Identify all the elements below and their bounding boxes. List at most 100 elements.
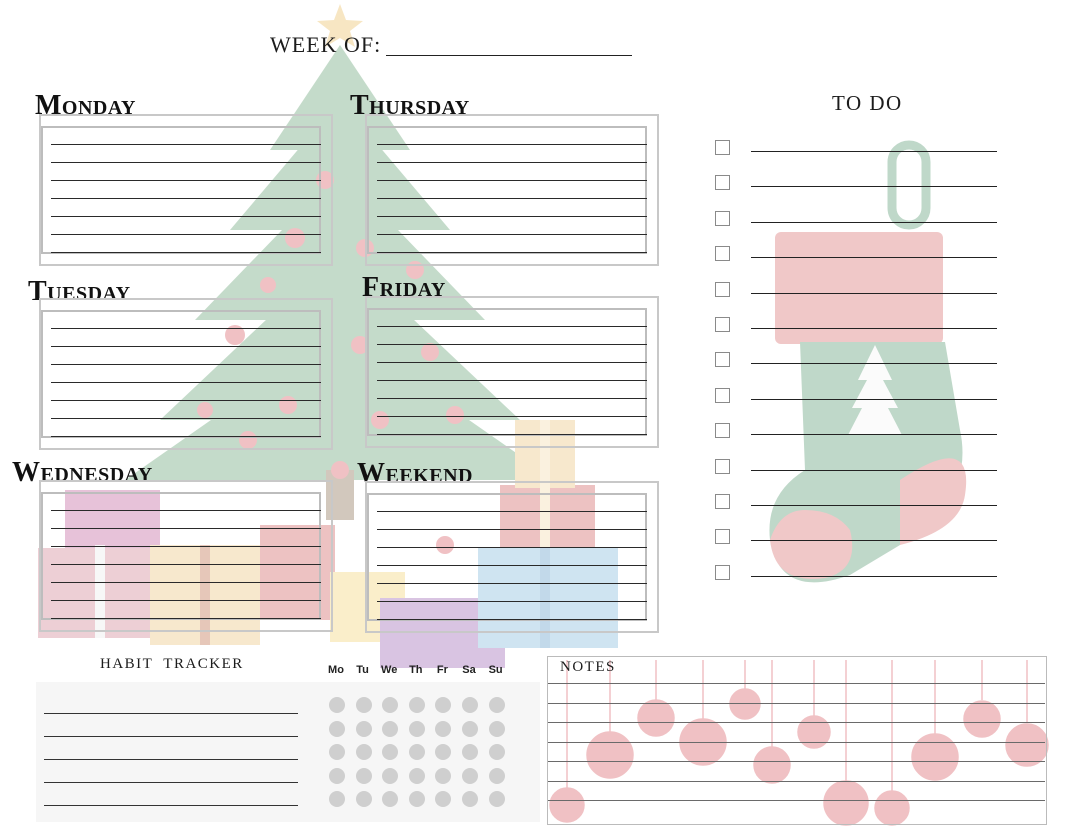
habit-dot[interactable] xyxy=(329,720,345,737)
notes-line[interactable] xyxy=(548,780,1045,782)
habit-dot[interactable] xyxy=(382,744,399,760)
habit-dot[interactable] xyxy=(462,697,478,713)
day-box-friday[interactable] xyxy=(365,296,659,448)
todo-checkbox[interactable] xyxy=(715,317,730,332)
habit-dot[interactable] xyxy=(408,720,425,737)
weekday-header: Tu xyxy=(356,664,369,676)
writing-line xyxy=(51,582,321,583)
habit-dot[interactable] xyxy=(382,791,399,807)
writing-line xyxy=(377,144,647,145)
todo-line[interactable] xyxy=(751,186,997,188)
habit-dot[interactable] xyxy=(435,697,452,713)
writing-line xyxy=(377,619,647,620)
writing-line xyxy=(377,326,647,327)
todo-checkbox[interactable] xyxy=(715,494,730,509)
habit-dot[interactable] xyxy=(462,767,478,784)
habit-dot[interactable] xyxy=(408,744,425,760)
todo-checkbox[interactable] xyxy=(715,281,730,297)
habit-name-line[interactable] xyxy=(44,759,298,760)
todo-line[interactable] xyxy=(751,221,997,223)
todo-line[interactable] xyxy=(751,151,997,152)
todo-checkbox[interactable] xyxy=(715,140,730,155)
writing-line xyxy=(377,565,647,566)
writing-line xyxy=(377,252,647,253)
habit-dot[interactable] xyxy=(488,697,505,713)
day-box-tuesday[interactable] xyxy=(39,298,333,450)
habit-dot[interactable] xyxy=(435,767,452,784)
todo-line[interactable] xyxy=(751,292,997,294)
weekday-header: Fr xyxy=(436,664,448,676)
habit-name-line[interactable] xyxy=(44,805,298,806)
writing-line xyxy=(51,528,321,529)
notes-title: NOTES xyxy=(560,659,616,675)
writing-line xyxy=(51,346,321,347)
notes-line[interactable] xyxy=(548,741,1045,743)
writing-line xyxy=(51,400,321,401)
habit-name-line[interactable] xyxy=(44,736,298,737)
day-box-wednesday[interactable] xyxy=(39,480,333,632)
habit-dot[interactable] xyxy=(355,767,372,784)
todo-checkbox[interactable] xyxy=(715,387,730,403)
notes-line[interactable] xyxy=(548,683,1045,684)
habit-dot[interactable] xyxy=(488,791,505,807)
habit-dot[interactable] xyxy=(435,744,452,760)
habit-dot[interactable] xyxy=(488,744,505,760)
week-of-field[interactable] xyxy=(386,55,632,56)
todo-title: TO DO xyxy=(832,91,903,115)
todo-line[interactable] xyxy=(751,434,997,436)
day-inner-wednesday xyxy=(41,492,321,620)
habit-dot[interactable] xyxy=(329,791,345,807)
habit-dot[interactable] xyxy=(462,720,478,737)
habit-dot[interactable] xyxy=(488,767,505,784)
habit-dot[interactable] xyxy=(408,697,425,713)
day-box-thursday[interactable] xyxy=(365,114,659,266)
todo-line[interactable] xyxy=(751,363,997,365)
todo-checkbox[interactable] xyxy=(715,458,730,474)
day-box-weekend[interactable] xyxy=(365,481,659,633)
habit-dot[interactable] xyxy=(355,791,372,807)
habit-dot[interactable] xyxy=(329,767,345,784)
habit-dot[interactable] xyxy=(329,744,345,760)
habit-dot[interactable] xyxy=(435,720,452,737)
todo-line[interactable] xyxy=(751,505,997,506)
habit-tracker-panel xyxy=(36,682,540,822)
todo-checkbox[interactable] xyxy=(715,210,730,226)
habit-dot[interactable] xyxy=(355,744,372,760)
habit-dot[interactable] xyxy=(382,767,399,784)
todo-checkbox[interactable] xyxy=(715,352,730,368)
notes-line[interactable] xyxy=(548,800,1045,801)
habit-dot[interactable] xyxy=(408,767,425,784)
todo-checkbox[interactable] xyxy=(715,246,730,262)
day-inner-thursday xyxy=(367,126,647,254)
todo-checkbox[interactable] xyxy=(715,423,730,439)
weekday-header: Th xyxy=(409,664,423,676)
notes-line[interactable] xyxy=(548,761,1045,762)
todo-checkbox[interactable] xyxy=(715,175,730,191)
todo-line[interactable] xyxy=(751,398,997,400)
todo-line[interactable] xyxy=(751,575,997,577)
habit-dot[interactable] xyxy=(435,791,452,807)
todo-checkbox[interactable] xyxy=(715,529,730,545)
habit-name-line[interactable] xyxy=(44,713,298,714)
habit-dot[interactable] xyxy=(408,791,425,807)
habit-name-line[interactable] xyxy=(44,782,298,783)
habit-dot[interactable] xyxy=(488,720,505,737)
weekday-header: Sa xyxy=(462,664,476,676)
todo-line[interactable] xyxy=(751,540,997,542)
todo-line[interactable] xyxy=(751,257,997,259)
habit-dot[interactable] xyxy=(355,720,372,737)
habit-dot[interactable] xyxy=(382,697,399,713)
notes-line[interactable] xyxy=(548,702,1045,704)
todo-line[interactable] xyxy=(751,469,997,471)
todo-line[interactable] xyxy=(751,328,997,329)
habit-dot[interactable] xyxy=(462,791,478,807)
writing-line xyxy=(51,234,321,235)
habit-dot[interactable] xyxy=(329,697,345,713)
notes-line[interactable] xyxy=(548,722,1045,723)
writing-line xyxy=(377,511,647,512)
habit-dot[interactable] xyxy=(382,720,399,737)
day-box-monday[interactable] xyxy=(39,114,333,266)
habit-dot[interactable] xyxy=(355,697,372,713)
habit-dot[interactable] xyxy=(462,744,478,760)
todo-checkbox[interactable] xyxy=(715,564,730,580)
